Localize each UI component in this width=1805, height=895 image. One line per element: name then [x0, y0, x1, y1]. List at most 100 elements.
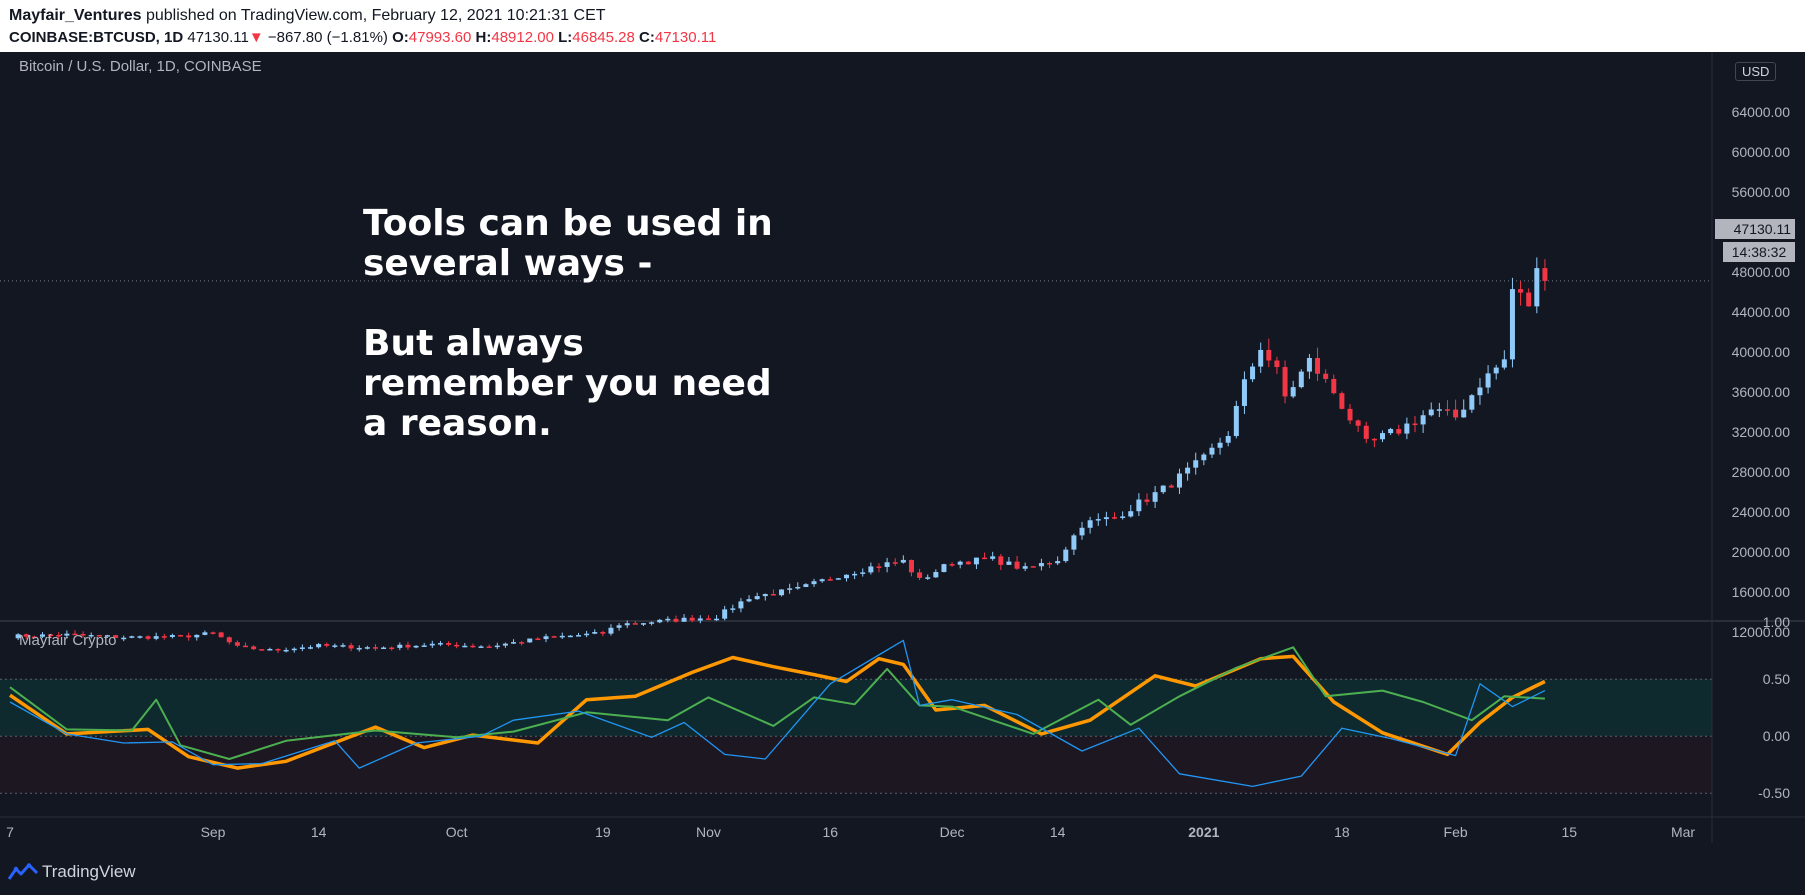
time-axis-tick-label: 16: [822, 824, 838, 840]
candle-up: [1120, 516, 1126, 518]
annotation-text[interactable]: Tools can be used in several ways - But …: [363, 203, 773, 444]
candle-down: [1347, 408, 1353, 421]
candle-up: [567, 635, 573, 638]
candle-down: [48, 634, 54, 636]
candle-up: [575, 635, 581, 637]
candle-down: [348, 645, 354, 649]
candle-up: [397, 644, 403, 648]
candle-up: [137, 636, 143, 638]
candle-down: [965, 561, 971, 565]
high-value: 48912.00: [491, 29, 554, 46]
candle-down: [1014, 561, 1020, 569]
candle-up: [941, 564, 947, 572]
tradingview-logo[interactable]: TradingView: [8, 862, 136, 882]
candle-down: [1144, 499, 1150, 502]
time-axis-tick-label: 14: [1050, 824, 1066, 840]
last-price-tag: 47130.11: [1715, 219, 1795, 239]
candle-up: [665, 618, 671, 621]
time-axis-tick-label: Nov: [696, 824, 721, 840]
symbol-label: COINBASE:BTCUSD, 1D: [9, 29, 184, 46]
candle-up: [543, 636, 549, 640]
candle-up: [1428, 409, 1434, 416]
candle-up: [1006, 561, 1012, 565]
indicator-pane-title: Mayfair Crypto: [19, 632, 117, 649]
price-axis-tick-label: 48000.00: [1732, 264, 1791, 280]
candle-down: [917, 572, 923, 578]
currency-badge[interactable]: USD: [1735, 62, 1777, 81]
candle-up: [1095, 519, 1101, 521]
candle-up: [1128, 511, 1134, 517]
footer: TradingView: [0, 849, 1805, 895]
chart-canvas[interactable]: 12000.00 16000.00 20000.00 24000.00 28000.00…: [0, 52, 1805, 849]
open-label: O:: [392, 29, 409, 46]
candle-down: [405, 644, 411, 648]
candle-up: [494, 645, 500, 648]
candle-down: [1168, 485, 1174, 488]
candle-up: [1103, 517, 1109, 520]
candle-up: [364, 647, 370, 649]
candle-down: [673, 618, 679, 622]
candle-up: [1258, 349, 1264, 367]
candle-up: [1055, 561, 1061, 564]
ohlc-line: COINBASE:BTCUSD, 1D 47130.11▼ −867.80 (−…: [9, 29, 716, 46]
candle-up: [502, 643, 508, 646]
candle-up: [1225, 436, 1231, 443]
candle-up: [1087, 520, 1093, 528]
candle-down: [389, 647, 395, 650]
candle-down: [1412, 423, 1418, 426]
candle-up: [592, 632, 598, 634]
price-change: −867.80 (−1.81%): [267, 29, 388, 46]
indicator-axis-tick-label: 0.00: [1763, 728, 1790, 744]
candle-up: [478, 646, 484, 648]
candle-up: [1185, 467, 1191, 474]
time-axis-tick-label: Dec: [940, 824, 965, 840]
candle-up: [307, 647, 313, 649]
price-axis-tick-label: 20000.00: [1732, 544, 1791, 560]
candle-down: [1542, 268, 1548, 281]
candle-up: [421, 645, 427, 647]
candle-down: [827, 579, 833, 581]
candle-up: [722, 609, 728, 619]
candle-up: [1436, 409, 1442, 411]
candle-up: [852, 573, 858, 576]
indicator-series-line: [9, 646, 1545, 760]
candle-down: [96, 635, 102, 637]
candle-down: [454, 644, 460, 647]
candle-up: [973, 557, 979, 565]
candle-down: [275, 648, 281, 651]
candle-down: [632, 623, 638, 625]
candle-down: [80, 634, 86, 636]
candle-up: [1063, 549, 1069, 562]
chart-area[interactable]: 12000.00 16000.00 20000.00 24000.00 28000.00…: [0, 52, 1805, 849]
candle-down: [1331, 378, 1337, 394]
candle-down: [470, 645, 476, 648]
close-value: 47130.11: [654, 29, 717, 46]
candle-down: [218, 632, 224, 638]
candle-down: [770, 594, 776, 596]
candle-up: [559, 635, 565, 638]
candle-down: [210, 632, 216, 634]
candle-up: [1461, 409, 1467, 418]
candle-up: [1501, 359, 1507, 368]
candle-up: [1201, 454, 1207, 461]
candle-up: [129, 636, 135, 638]
candle-up: [340, 645, 346, 647]
candle-up: [640, 623, 646, 625]
indicator-axis-tick-label: -0.50: [1758, 785, 1790, 801]
candle-down: [689, 617, 695, 621]
author-name[interactable]: Mayfair_Ventures: [9, 7, 142, 24]
candle-down: [1323, 373, 1329, 379]
candle-up: [1509, 289, 1515, 360]
candle-up: [332, 645, 338, 647]
candle-down: [145, 636, 151, 639]
candle-up: [283, 649, 289, 652]
candle-up: [316, 644, 322, 648]
tradingview-wordmark: TradingView: [42, 862, 136, 881]
candle-down: [1526, 292, 1532, 307]
candle-up: [584, 633, 590, 636]
candle-up: [1079, 527, 1085, 536]
candle-down: [998, 556, 1004, 565]
candle-down: [908, 559, 914, 573]
candle-down: [251, 646, 257, 650]
candle-down: [1371, 438, 1377, 441]
